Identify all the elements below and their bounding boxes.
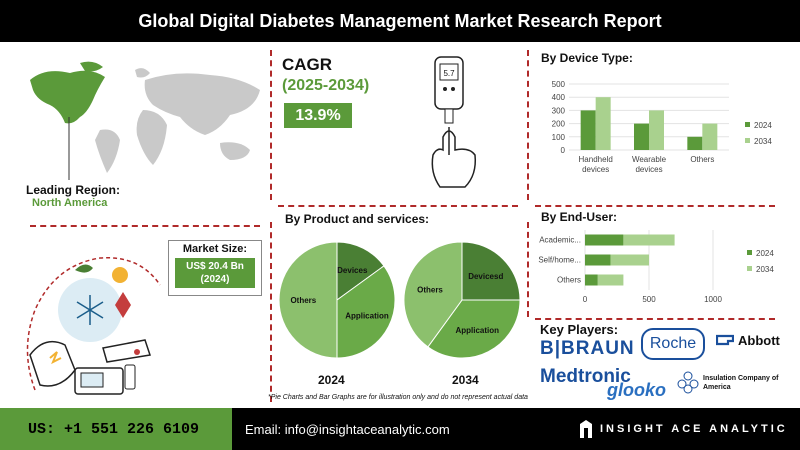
legend-label: 2034 <box>754 137 772 146</box>
roche-logo: Roche <box>641 328 705 360</box>
y-tick-label: Others <box>557 276 581 285</box>
x-tick-label: Others <box>690 155 714 164</box>
x-tick-label: 0 <box>583 295 588 304</box>
pie-year-2024: 2024 <box>318 373 345 387</box>
pie-slice <box>336 265 396 359</box>
x-tick-label: devices <box>635 165 662 174</box>
bar-2024 <box>580 110 596 150</box>
x-tick-label: 500 <box>642 295 656 304</box>
legend-label: 2024 <box>754 121 772 130</box>
pie-slice-label: Devicesd <box>468 272 503 281</box>
brand-logo-icon <box>580 420 592 438</box>
diabetes-health-illustration <box>26 256 161 395</box>
market-size-label: Market Size: <box>182 243 248 255</box>
world-map-icon <box>30 61 260 180</box>
y-tick-label: 0 <box>561 146 566 155</box>
pie-slice <box>403 241 463 348</box>
bar-2034 <box>649 110 664 150</box>
bar-2034 <box>702 123 718 150</box>
brand-name: INSIGHT ACE ANALYTIC <box>600 423 788 435</box>
bar-2024 <box>585 274 598 286</box>
divider <box>30 225 260 227</box>
footer: US: +1 551 226 6109 Email: info@insighta… <box>0 408 800 450</box>
email-contact[interactable]: Email: info@insightaceanalytic.com <box>245 422 450 437</box>
y-tick-label: 100 <box>552 133 566 142</box>
bbraun-logo: B|BRAUN <box>540 338 635 359</box>
pie-chart-2024: Devices Application Others <box>278 241 396 359</box>
legend-swatch <box>747 250 752 255</box>
pie-slice-label: Others <box>417 286 443 295</box>
footnote: *Pie Charts and Bar Graphs are for illus… <box>268 394 528 401</box>
pie-slice <box>461 241 521 301</box>
report-title: Global Digital Diabetes Management Marke… <box>0 0 800 42</box>
divider <box>270 222 272 402</box>
y-tick-label: 500 <box>552 80 566 89</box>
bar-2024 <box>585 234 624 246</box>
divider <box>270 50 272 200</box>
pie-slice-label: Others <box>290 296 316 305</box>
svg-text:5.7: 5.7 <box>443 69 455 78</box>
medtronic-logo: Medtronic <box>540 366 631 387</box>
insulation-company-logo-icon <box>677 371 699 394</box>
bar-2034 <box>597 274 624 286</box>
bar-2034 <box>610 254 649 266</box>
bar-2024 <box>634 123 649 150</box>
legend-label: 2034 <box>756 265 774 274</box>
leading-region-value: North America <box>32 197 108 209</box>
x-tick-label: 1000 <box>704 295 722 304</box>
cagr-period: (2025-2034) <box>282 77 370 94</box>
divider <box>535 318 775 320</box>
divider <box>535 205 775 207</box>
bar-2034 <box>623 234 675 246</box>
phone-number[interactable]: US: +1 551 226 6109 <box>0 408 232 450</box>
key-players-title: Key Players: <box>540 322 619 337</box>
divider <box>527 50 529 200</box>
y-tick-label: Academic... <box>539 236 581 245</box>
legend-swatch <box>745 122 750 127</box>
glooko-logo: glooko <box>607 380 666 400</box>
pie-slice <box>427 299 521 359</box>
device-type-title: By Device Type: <box>541 51 633 65</box>
leading-region-label: Leading Region: <box>26 183 120 197</box>
pie-slice <box>336 241 385 301</box>
end-user-bar-chart: 0 500 1000 Academic... Self/home... Others 202… <box>538 230 774 304</box>
end-user-title: By End-User: <box>541 210 618 224</box>
bar-2024 <box>687 136 703 150</box>
x-tick-label: devices <box>582 165 609 174</box>
pie-year-2034: 2034 <box>452 373 479 387</box>
divider <box>527 222 529 317</box>
x-tick-label: Handheld <box>579 155 613 164</box>
cagr-label: CAGR <box>282 55 333 74</box>
y-tick-label: 300 <box>552 106 566 115</box>
abbott-logo: Abbott <box>716 332 780 348</box>
legend-swatch <box>745 138 750 143</box>
abbott-mark-icon <box>716 334 734 346</box>
x-tick-label: Wearable <box>632 155 667 164</box>
y-tick-label: 400 <box>552 93 566 102</box>
legend-swatch <box>747 266 752 271</box>
product-services-title: By Product and services: <box>285 212 430 226</box>
y-tick-label: 200 <box>552 120 566 129</box>
bar-2034 <box>595 97 611 150</box>
insulation-company-logo: Insulation Company of America <box>703 375 779 391</box>
divider <box>278 205 518 207</box>
legend-label: 2024 <box>756 249 774 258</box>
pie-slice-label: Devices <box>337 266 368 275</box>
cagr-value: 13.9% <box>284 103 352 128</box>
market-size-year: (2024) <box>200 274 230 285</box>
pie-slice <box>278 241 338 359</box>
pie-chart-2034: Devicesd Application Others <box>403 241 521 359</box>
device-type-bar-chart: 0100200300400500HandhelddevicesWearabled… <box>552 80 773 174</box>
pie-slice-label: Application <box>455 326 499 335</box>
pie-slice-label: Application <box>345 311 389 320</box>
y-tick-label: Self/home... <box>538 256 581 265</box>
market-size-box: Market Size: US$ 20.4 Bn (2024) <box>168 240 262 296</box>
market-size-value: US$ 20.4 Bn <box>186 261 244 272</box>
glucose-meter-icon: 5.7 <box>431 56 477 188</box>
bar-2024 <box>585 254 611 266</box>
